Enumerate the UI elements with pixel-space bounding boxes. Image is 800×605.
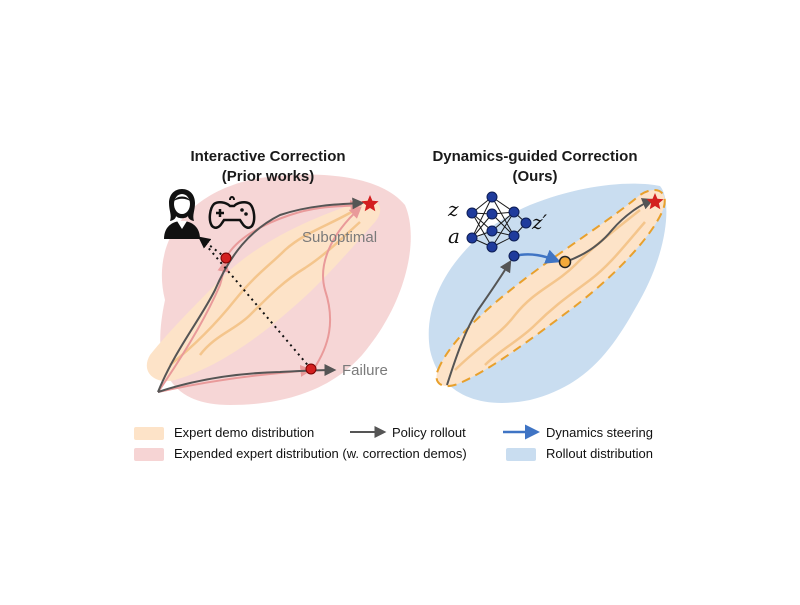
policy-rollout-right-1 (446, 259, 512, 386)
failure-label: Failure (342, 362, 388, 379)
legend-expended-expert-label: Expended expert distribution (w. correct… (174, 446, 467, 461)
steering-end-point (558, 255, 572, 269)
goal-star-icon (361, 195, 379, 212)
right-title-line2: (Ours) (512, 168, 558, 185)
expert-demo-line-right-2 (484, 221, 646, 366)
legend-policy-rollout: Policy rollout (392, 425, 466, 441)
expert-demo-swatch (134, 426, 164, 440)
network-label-z-prime: z′ (531, 210, 548, 234)
rollout-distribution-swatch (506, 447, 536, 461)
correction-upper-branch (157, 259, 230, 393)
suboptimal-label: Suboptimal (302, 229, 377, 246)
right-panel-title: Dynamics-guided Correction (Ours) (420, 147, 650, 187)
goal-star-icon-right (646, 193, 664, 210)
legend-expended-expert: Expended expert distribution (w. correct… (134, 446, 467, 462)
legend-expert-demo-label: Expert demo distribution (174, 425, 315, 440)
failure-point-bottom (305, 363, 317, 375)
correction-demo-line-bottom (312, 206, 362, 371)
legend-expert-demo: Expert demo distribution (134, 425, 314, 441)
legend-rollout-distribution-label: Rollout distribution (546, 446, 653, 461)
steering-start-point (508, 250, 520, 262)
expert-demo-region (146, 199, 381, 382)
person-icon (164, 189, 200, 239)
right-title-line1: Dynamics-guided Correction (432, 148, 638, 165)
correction-query-arrow-failure (199, 237, 312, 370)
legend-dynamics-steering: Dynamics steering (546, 425, 653, 441)
legend-policy-rollout-label: Policy rollout (392, 425, 466, 440)
legend-dynamics-steering-label: Dynamics steering (546, 425, 653, 440)
network-label-z: z (447, 197, 459, 221)
right-panel: z a z′ (428, 183, 667, 403)
legend-rollout-distribution: Rollout distribution (506, 446, 653, 462)
failure-point-top (220, 252, 232, 264)
expert-demo-line-1 (169, 208, 356, 366)
gamepad-icon (208, 196, 256, 229)
network-label-a: a (448, 224, 460, 248)
correction-demo-line-top (225, 199, 363, 259)
expended-expert-swatch (134, 447, 164, 461)
left-title-line2: (Prior works) (221, 168, 315, 185)
expert-demo-line-2 (199, 221, 361, 356)
network-icon (466, 191, 532, 253)
left-title-line1: Interactive Correction (190, 148, 346, 165)
policy-rollout-right-2 (564, 198, 655, 263)
policy-rollout-suboptimal (157, 197, 365, 393)
left-panel: Suboptimal Failure (146, 174, 411, 405)
left-panel-title: Interactive Correction (Prior works) (168, 147, 368, 187)
